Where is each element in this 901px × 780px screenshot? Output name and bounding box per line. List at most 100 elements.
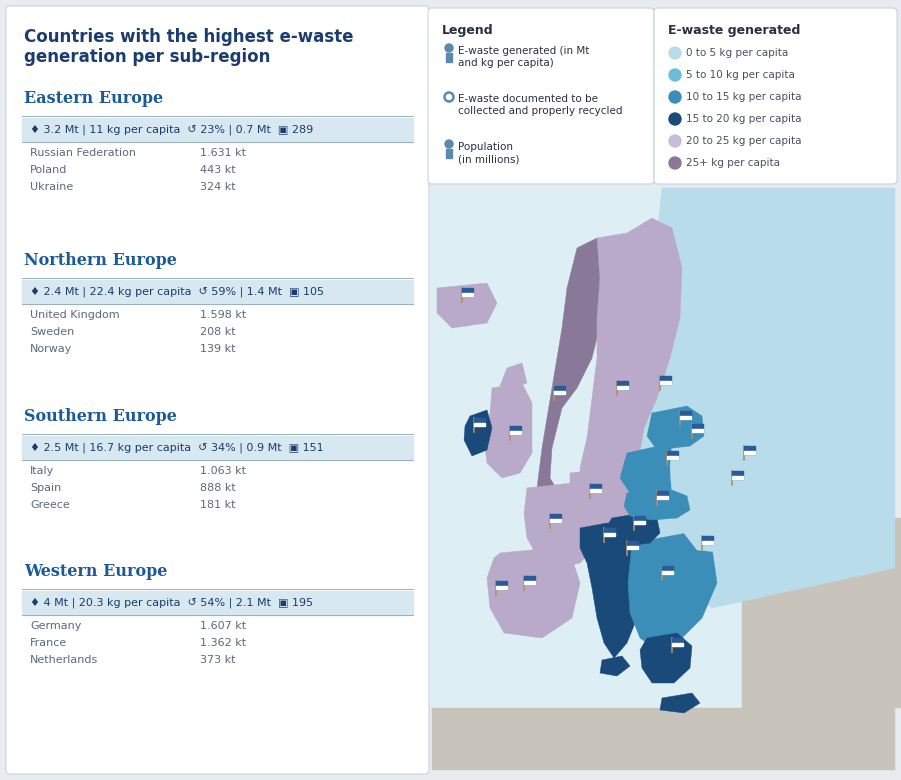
Bar [474, 418, 485, 426]
Polygon shape [647, 406, 704, 450]
Text: France: France [30, 638, 68, 648]
Bar [462, 293, 473, 296]
Text: Population: Population [458, 142, 513, 152]
Polygon shape [742, 518, 901, 708]
Ellipse shape [445, 44, 453, 52]
Bar [667, 456, 678, 459]
Text: (in millions): (in millions) [458, 154, 520, 164]
Text: United Kingdom: United Kingdom [30, 310, 120, 320]
Ellipse shape [669, 157, 681, 169]
Bar [672, 638, 683, 646]
Text: 373 kt: 373 kt [200, 655, 235, 665]
Text: ♦ 2.5 Mt | 16.7 kg per capita  ↺ 34% | 0.9 Mt  ▣ 151: ♦ 2.5 Mt | 16.7 kg per capita ↺ 34% | 0.… [30, 443, 323, 453]
Bar [660, 381, 671, 384]
Bar [554, 386, 565, 394]
Text: 888 kt: 888 kt [200, 483, 236, 493]
Bar [634, 521, 645, 523]
Polygon shape [432, 708, 895, 770]
Bar [672, 643, 683, 646]
Bar [692, 429, 703, 431]
Text: Germany: Germany [30, 621, 81, 631]
Bar [660, 376, 671, 384]
Text: Russian Federation: Russian Federation [30, 148, 136, 158]
Text: 15 to 20 kg per capita: 15 to 20 kg per capita [686, 114, 802, 124]
Ellipse shape [669, 47, 681, 59]
Ellipse shape [669, 91, 681, 103]
Polygon shape [570, 468, 637, 536]
Text: 443 kt: 443 kt [200, 165, 236, 175]
Bar [732, 471, 743, 479]
Polygon shape [660, 693, 700, 713]
Text: 5 to 10 kg per capita: 5 to 10 kg per capita [686, 70, 795, 80]
Text: Countries with the highest e-waste: Countries with the highest e-waste [24, 28, 353, 46]
Bar [510, 431, 521, 434]
Polygon shape [464, 410, 492, 456]
Bar [432, 188, 895, 770]
Polygon shape [580, 523, 642, 658]
Text: 139 kt: 139 kt [200, 344, 235, 354]
Text: and kg per capita): and kg per capita) [458, 58, 554, 68]
Bar [22, 436, 413, 460]
Bar [496, 586, 507, 588]
Text: 1.063 kt: 1.063 kt [200, 466, 246, 476]
Bar [680, 411, 691, 419]
Text: Southern Europe: Southern Europe [24, 408, 177, 425]
Polygon shape [487, 548, 580, 638]
Bar [634, 516, 645, 524]
Text: Ukraine: Ukraine [30, 182, 73, 192]
Bar [590, 489, 601, 491]
Bar [550, 519, 561, 522]
Bar [662, 566, 673, 574]
Bar [744, 451, 755, 453]
Polygon shape [500, 363, 527, 388]
Polygon shape [632, 188, 895, 608]
Text: 1.631 kt: 1.631 kt [200, 148, 246, 158]
Bar [510, 426, 521, 434]
Ellipse shape [445, 140, 453, 148]
Bar [657, 491, 668, 499]
Bar [692, 424, 703, 432]
Text: 20 to 25 kg per capita: 20 to 25 kg per capita [686, 136, 802, 146]
Polygon shape [602, 513, 660, 546]
Text: E-waste documented to be: E-waste documented to be [458, 94, 598, 104]
Text: Eastern Europe: Eastern Europe [24, 90, 163, 107]
Bar [680, 416, 691, 419]
Text: generation per sub-region: generation per sub-region [24, 48, 270, 66]
Polygon shape [437, 283, 497, 328]
Bar [462, 288, 473, 296]
Polygon shape [628, 533, 717, 650]
Polygon shape [537, 238, 607, 528]
Polygon shape [640, 633, 692, 683]
Bar [524, 581, 535, 583]
Text: E-waste generated: E-waste generated [668, 24, 800, 37]
Text: Legend: Legend [442, 24, 494, 37]
Polygon shape [607, 218, 682, 518]
Bar [667, 451, 678, 459]
Bar [662, 571, 673, 573]
Text: 0 to 5 kg per capita: 0 to 5 kg per capita [686, 48, 788, 58]
Bar [617, 381, 628, 389]
FancyBboxPatch shape [6, 6, 429, 774]
Text: Norway: Norway [30, 344, 72, 354]
Text: 181 kt: 181 kt [200, 500, 235, 510]
Bar [732, 476, 743, 478]
Text: 208 kt: 208 kt [200, 327, 236, 337]
Text: ♦ 4 Mt | 20.3 kg per capita  ↺ 54% | 2.1 Mt  ▣ 195: ♦ 4 Mt | 20.3 kg per capita ↺ 54% | 2.1 … [30, 597, 314, 608]
Text: collected and properly recycled: collected and properly recycled [458, 106, 623, 116]
Ellipse shape [669, 69, 681, 81]
Text: Italy: Italy [30, 466, 54, 476]
Text: 25+ kg per capita: 25+ kg per capita [686, 158, 780, 168]
Bar [627, 546, 638, 548]
Text: 324 kt: 324 kt [200, 182, 236, 192]
Bar [617, 386, 628, 388]
Bar [550, 514, 561, 522]
Bar [657, 496, 668, 498]
Polygon shape [620, 443, 707, 500]
Polygon shape [484, 383, 532, 478]
Text: Spain: Spain [30, 483, 61, 493]
Bar [524, 576, 535, 584]
Text: Western Europe: Western Europe [24, 563, 168, 580]
FancyBboxPatch shape [428, 8, 654, 184]
Polygon shape [580, 233, 647, 518]
Bar [22, 280, 413, 304]
